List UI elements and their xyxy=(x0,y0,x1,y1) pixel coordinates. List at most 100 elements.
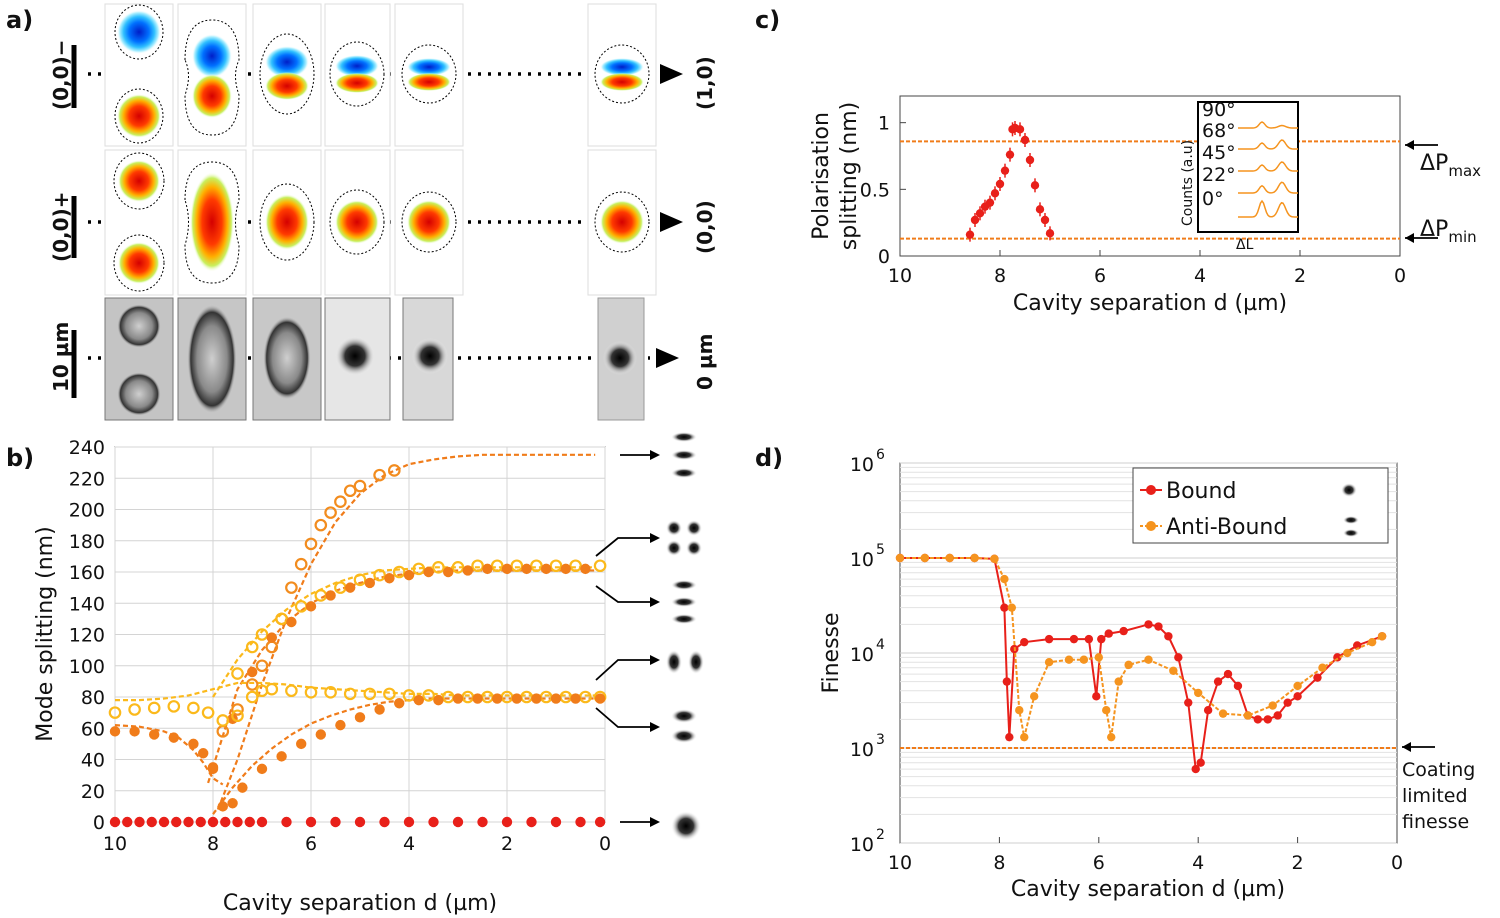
y-tick-exponent: 3 xyxy=(876,732,885,748)
x-tick-label: 6 xyxy=(1093,852,1105,874)
row-label-scale: 10 µm xyxy=(49,322,73,392)
data-point xyxy=(975,209,985,218)
data-point xyxy=(451,561,465,574)
data-point xyxy=(1268,701,1277,710)
inset-spectra: Counts (a.u) ΔL 90°68°45°22°0° xyxy=(1180,99,1299,253)
data-point xyxy=(1044,634,1054,644)
data-point xyxy=(1005,150,1015,159)
y-tick-label: 200 xyxy=(69,500,105,522)
data-point xyxy=(216,714,230,727)
y-axis-label: Mode splitting (nm) xyxy=(33,526,58,741)
legend-label-antibound: Anti-Bound xyxy=(1166,515,1287,540)
data-point xyxy=(195,816,206,828)
data-point xyxy=(129,726,140,737)
data-point xyxy=(1020,637,1029,647)
data-point xyxy=(188,738,199,750)
data-point xyxy=(1253,715,1263,724)
data-point xyxy=(1119,626,1128,636)
data-point xyxy=(580,563,591,575)
data-point xyxy=(990,554,999,564)
data-point xyxy=(364,577,375,589)
grid xyxy=(114,446,606,823)
data-point xyxy=(452,693,464,704)
mode-icon-four-lobe-icon xyxy=(666,520,702,556)
data-point xyxy=(220,816,231,828)
y-tick-label: 10 xyxy=(850,739,874,761)
end-label-bonding: (0,0) xyxy=(693,200,717,254)
data-point xyxy=(363,687,377,701)
x-axis-label: Cavity separation d (µm) xyxy=(1013,291,1287,316)
y-tick-label: 100 xyxy=(69,656,105,678)
data-point xyxy=(245,690,259,704)
data-point xyxy=(353,573,367,587)
data-point xyxy=(353,479,367,493)
panel-label-b: b) xyxy=(6,444,34,472)
panel-label-c: c) xyxy=(755,6,780,34)
y-axis-label-line2: splitting (nm) xyxy=(837,102,862,250)
data-point xyxy=(168,732,179,743)
delta-p-max-symbol: ΔP xyxy=(1420,151,1448,176)
x-tick-label: 8 xyxy=(207,833,219,855)
delta-p-min-symbol: ΔP xyxy=(1420,217,1448,242)
panel-c: 00.51 10 8 6 4 2 0 Cavity separation d (µm) P… xyxy=(809,95,1481,316)
data-point xyxy=(265,682,279,696)
data-point xyxy=(324,686,337,699)
data-point xyxy=(1353,641,1362,650)
data-point xyxy=(314,518,328,532)
inset-spectrum-curve xyxy=(1238,161,1299,172)
x-tick-label: 10 xyxy=(888,265,912,287)
mode-icon-three-lobe-icon xyxy=(671,432,697,478)
data-point xyxy=(373,468,386,482)
data-point xyxy=(1015,125,1025,134)
data-point xyxy=(231,709,244,723)
data-point xyxy=(1273,711,1282,720)
data-point xyxy=(501,816,513,828)
data-point xyxy=(530,559,543,573)
data-point xyxy=(1029,692,1039,701)
data-point xyxy=(1191,764,1200,774)
data-point xyxy=(108,706,122,719)
data-point xyxy=(1002,677,1012,686)
delta-p-min-sub: min xyxy=(1448,228,1476,246)
data-point xyxy=(550,693,562,704)
data-point xyxy=(285,684,298,698)
inset-curves: 90°68°45°22°0° xyxy=(1202,99,1299,218)
data-point xyxy=(471,559,484,573)
data-point xyxy=(1045,229,1055,238)
data-point xyxy=(245,678,259,691)
data-point xyxy=(1293,681,1302,691)
data-point xyxy=(570,693,581,704)
data-point xyxy=(1196,758,1205,767)
x-tick-label: 0 xyxy=(1394,265,1406,287)
data-point xyxy=(1015,705,1024,715)
data-point xyxy=(343,687,357,701)
row-label-bonding: (0,0)+ xyxy=(49,192,73,262)
data-point xyxy=(244,816,255,828)
x-axis-label: Cavity separation d (µm) xyxy=(223,891,497,916)
data-point xyxy=(373,568,386,582)
inset-angle-label: 22° xyxy=(1202,164,1236,186)
data-point xyxy=(256,763,268,775)
data-point xyxy=(462,565,473,576)
y-tick-label: 1 xyxy=(878,113,890,135)
data-point xyxy=(965,230,975,239)
data-point xyxy=(335,719,346,731)
x-tick-label: 10 xyxy=(103,833,127,855)
data-point xyxy=(147,701,161,715)
data-point xyxy=(315,729,326,740)
mode-icon-two-lobe-horizontal-icon xyxy=(666,650,704,674)
end-label-antibonding: (1,0) xyxy=(693,56,717,110)
data-point xyxy=(1084,634,1094,644)
inset-spectrum-curve xyxy=(1238,181,1299,194)
data-point xyxy=(231,667,244,680)
data-point xyxy=(232,816,243,828)
data-point xyxy=(207,762,219,773)
x-tick-label: 8 xyxy=(993,852,1005,874)
data-point xyxy=(281,816,292,828)
data-point xyxy=(1194,688,1203,698)
inset-x-label: ΔL xyxy=(1236,237,1254,253)
panel-a: (0,0)− (0,0)+ 10 µm xyxy=(49,3,717,421)
series-lines xyxy=(895,553,1387,774)
data-point xyxy=(383,687,396,701)
